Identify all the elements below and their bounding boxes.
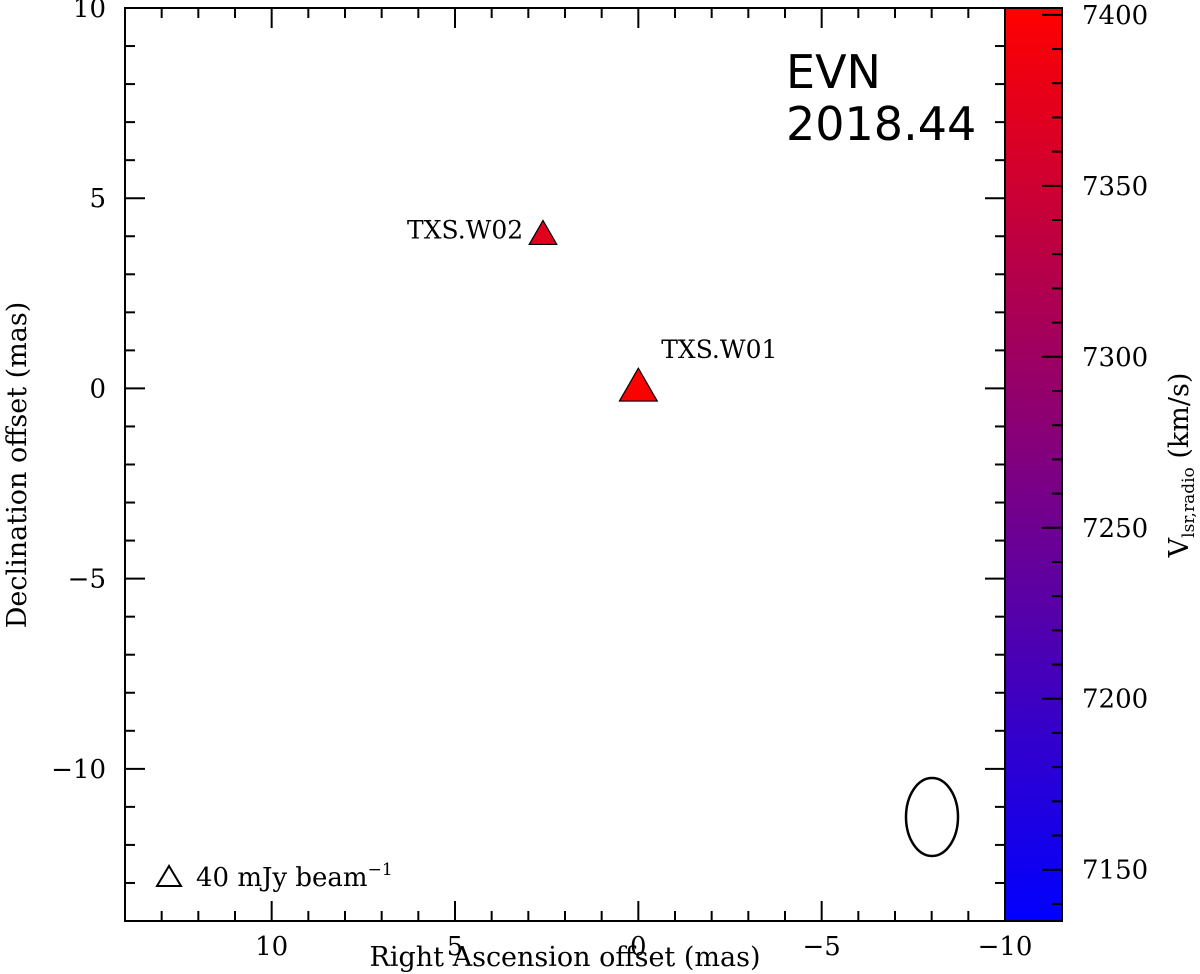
legend-text-main: 40 mJy beam bbox=[196, 863, 368, 893]
flux-legend: 40 mJy beam−1 bbox=[155, 860, 393, 893]
data-points: TXS.W01 TXS.W02 bbox=[407, 215, 777, 402]
legend-triangle-icon bbox=[155, 864, 183, 887]
colorbar-tick-labels: 7150 7200 7250 7300 7350 7400 bbox=[1082, 1, 1148, 886]
annotation-line-1: EVN bbox=[786, 45, 881, 99]
y-tick-label: 0 bbox=[89, 374, 106, 404]
x-axis-tick-labels: 10 5 0 −5 −10 bbox=[255, 932, 1032, 962]
colorbar-tick-label: 7150 bbox=[1082, 856, 1148, 886]
beam-ellipse bbox=[904, 776, 960, 858]
colorbar-label: Vlsr,radio (km/s) bbox=[1164, 373, 1199, 559]
y-axis-label: Declination offset (mas) bbox=[2, 302, 33, 629]
colorbar bbox=[1005, 8, 1062, 921]
colorbar-tick-label: 7300 bbox=[1082, 343, 1148, 373]
x-tick-label: 5 bbox=[447, 932, 464, 962]
maser-spot-1 bbox=[618, 366, 659, 402]
y-tick-label: −5 bbox=[68, 565, 106, 595]
colorbar-ticks bbox=[1042, 13, 1062, 905]
y-tick-label: −10 bbox=[51, 755, 106, 785]
y-tick-label: 10 bbox=[73, 0, 106, 24]
annotation-line-2: 2018.44 bbox=[786, 97, 976, 151]
colorbar-tick-label: 7400 bbox=[1082, 1, 1148, 31]
legend-text-sup: −1 bbox=[368, 860, 393, 880]
colorbar-tick-label: 7350 bbox=[1082, 172, 1148, 202]
maser-spot-2 bbox=[528, 219, 558, 246]
y-axis-ticks bbox=[125, 7, 1005, 922]
y-axis-tick-labels: 10 5 0 −5 −10 bbox=[51, 0, 106, 785]
colorbar-tick-label: 7250 bbox=[1082, 514, 1148, 544]
colorbar-label-main: V bbox=[1164, 537, 1195, 558]
maser-spot-label-1: TXS.W01 bbox=[661, 335, 777, 364]
maser-spot-label-2: TXS.W02 bbox=[407, 215, 523, 244]
legend-text: 40 mJy beam−1 bbox=[196, 860, 393, 893]
colorbar-label-sub: lsr,radio bbox=[1179, 467, 1199, 538]
x-tick-label: −5 bbox=[803, 932, 841, 962]
x-axis-ticks bbox=[124, 8, 1006, 921]
x-axis-label: Right Ascension offset (mas) bbox=[370, 942, 761, 973]
x-tick-label: 0 bbox=[630, 932, 647, 962]
colorbar-label-unit: (km/s) bbox=[1164, 373, 1195, 468]
colorbar-tick-label: 7200 bbox=[1082, 685, 1148, 715]
x-tick-label: −10 bbox=[978, 932, 1033, 962]
x-tick-label: 10 bbox=[255, 932, 288, 962]
y-tick-label: 5 bbox=[89, 184, 106, 214]
